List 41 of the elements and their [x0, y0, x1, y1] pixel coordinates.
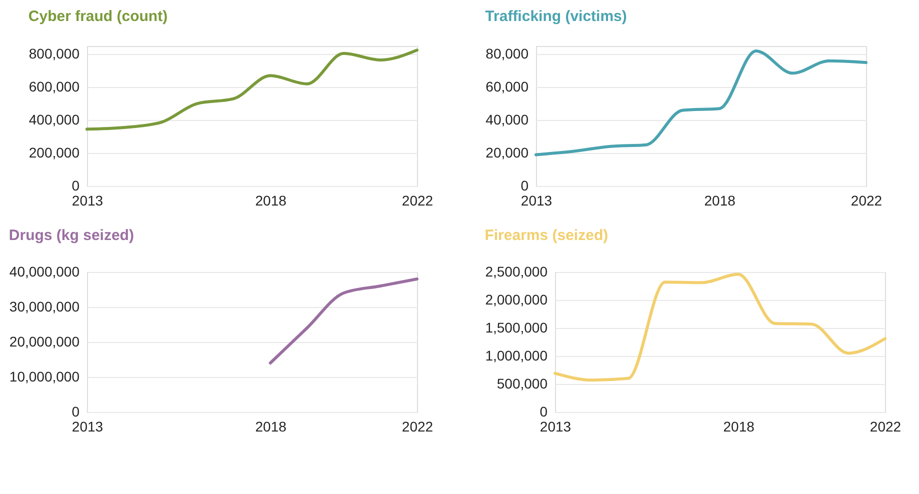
y-tick-label: 2,500,000 — [485, 264, 548, 280]
y-tick-label: 200,000 — [28, 144, 80, 161]
y-tick-label: 1,000,000 — [485, 348, 548, 364]
chart-title: Trafficking (victims) — [485, 8, 627, 25]
y-tick-label: 30,000,000 — [9, 298, 80, 314]
x-tick-label: 2018 — [704, 192, 736, 208]
y-tick-label: 0 — [72, 178, 80, 194]
x-tick-label: 2013 — [72, 418, 104, 434]
line-series — [534, 49, 868, 156]
y-tick-label: 1,500,000 — [485, 320, 548, 336]
x-tick-label: 2018 — [723, 418, 755, 434]
y-tick-label: 80,000 — [486, 46, 529, 62]
line-series — [268, 278, 418, 364]
x-tick-label: 2022 — [402, 192, 434, 208]
y-tick-label: 0 — [540, 404, 548, 420]
chart-title: Firearms (seized) — [484, 227, 608, 244]
y-tick-label: 400,000 — [28, 112, 80, 128]
y-tick-label: 800,000 — [28, 46, 80, 62]
chart-title: Drugs (kg seized) — [8, 227, 134, 244]
y-tick-label: 20,000,000 — [9, 334, 80, 350]
x-tick-label: 2018 — [255, 418, 287, 434]
x-tick-label: 2022 — [850, 192, 882, 208]
chart-title: Cyber fraud (count) — [28, 8, 168, 25]
y-tick-label: 60,000 — [486, 78, 529, 95]
y-tick-label: 20,000 — [486, 144, 529, 161]
y-tick-label: 600,000 — [28, 78, 80, 95]
x-tick-label: 2013 — [72, 192, 104, 208]
y-tick-label: 10,000,000 — [9, 368, 80, 384]
y-tick-label: 40,000 — [486, 112, 529, 128]
y-tick-label: 0 — [520, 178, 529, 194]
x-tick-label: 2013 — [520, 192, 552, 208]
x-tick-label: 2018 — [255, 192, 287, 208]
y-tick-label: 0 — [72, 404, 80, 420]
line-series — [86, 48, 418, 131]
x-tick-label: 2022 — [402, 418, 434, 434]
y-tick-label: 2,000,000 — [485, 292, 548, 308]
y-tick-label: 500,000 — [496, 376, 548, 392]
x-tick-label: 2022 — [870, 418, 902, 434]
line-series — [554, 272, 886, 382]
x-tick-label: 2013 — [540, 418, 572, 434]
y-tick-label: 40,000,000 — [9, 264, 80, 280]
